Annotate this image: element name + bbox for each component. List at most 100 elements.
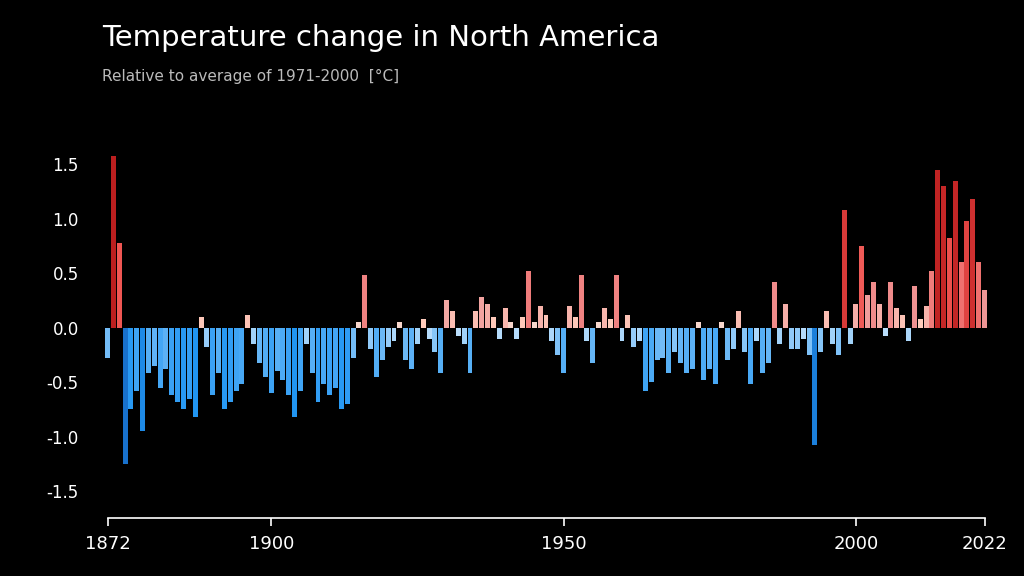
Bar bbox=[777, 328, 782, 344]
Bar bbox=[315, 328, 321, 402]
Bar bbox=[386, 328, 390, 347]
Bar bbox=[766, 328, 771, 362]
Bar bbox=[911, 286, 916, 328]
Bar bbox=[801, 328, 806, 339]
Bar bbox=[409, 328, 414, 369]
Bar bbox=[941, 186, 946, 328]
Bar bbox=[965, 221, 970, 328]
Bar bbox=[549, 328, 554, 341]
Bar bbox=[976, 262, 981, 328]
Bar bbox=[848, 328, 853, 344]
Bar bbox=[958, 262, 964, 328]
Bar bbox=[128, 328, 133, 410]
Bar bbox=[274, 328, 280, 372]
Bar bbox=[462, 328, 467, 344]
Bar bbox=[233, 328, 239, 391]
Bar bbox=[626, 314, 631, 328]
Bar bbox=[134, 328, 139, 391]
Bar bbox=[865, 295, 870, 328]
Bar bbox=[971, 199, 975, 328]
Bar bbox=[251, 328, 256, 344]
Bar bbox=[222, 328, 227, 410]
Bar bbox=[268, 328, 273, 393]
Bar bbox=[362, 275, 368, 328]
Bar bbox=[859, 246, 864, 328]
Bar bbox=[613, 275, 618, 328]
Bar bbox=[227, 328, 232, 402]
Bar bbox=[701, 328, 707, 380]
Bar bbox=[473, 312, 478, 328]
Bar bbox=[883, 328, 888, 336]
Bar bbox=[585, 328, 590, 341]
Bar bbox=[339, 328, 344, 410]
Bar bbox=[824, 312, 829, 328]
Bar bbox=[935, 170, 940, 328]
Bar bbox=[169, 328, 174, 395]
Bar bbox=[760, 328, 765, 373]
Bar bbox=[514, 328, 519, 339]
Bar bbox=[333, 328, 338, 388]
Bar bbox=[713, 328, 718, 384]
Bar bbox=[468, 328, 472, 373]
Bar bbox=[952, 181, 957, 328]
Bar bbox=[146, 328, 151, 373]
Bar bbox=[391, 328, 396, 341]
Bar bbox=[181, 328, 186, 410]
Bar bbox=[374, 328, 379, 377]
Bar bbox=[807, 328, 812, 355]
Bar bbox=[479, 297, 484, 328]
Bar bbox=[158, 328, 163, 388]
Bar bbox=[918, 319, 923, 328]
Bar bbox=[754, 328, 759, 341]
Bar bbox=[672, 328, 677, 352]
Bar bbox=[485, 304, 490, 328]
Bar bbox=[842, 210, 847, 328]
Bar bbox=[853, 304, 858, 328]
Bar bbox=[526, 271, 531, 328]
Bar bbox=[812, 328, 817, 445]
Bar bbox=[818, 328, 823, 352]
Bar bbox=[924, 306, 929, 328]
Bar bbox=[438, 328, 443, 373]
Bar bbox=[199, 317, 204, 328]
Bar bbox=[538, 306, 543, 328]
Bar bbox=[240, 328, 245, 384]
Bar bbox=[579, 275, 584, 328]
Bar bbox=[427, 328, 431, 339]
Bar bbox=[719, 322, 724, 328]
Bar bbox=[889, 282, 894, 328]
Bar bbox=[520, 317, 525, 328]
Bar bbox=[356, 322, 361, 328]
Bar bbox=[345, 328, 350, 404]
Bar bbox=[509, 322, 513, 328]
Bar bbox=[900, 314, 905, 328]
Bar bbox=[830, 328, 835, 344]
Bar bbox=[368, 328, 373, 350]
Bar bbox=[503, 308, 508, 328]
Bar bbox=[771, 282, 776, 328]
Bar bbox=[246, 314, 250, 328]
Bar bbox=[490, 317, 496, 328]
Bar bbox=[947, 238, 952, 328]
Bar bbox=[105, 328, 110, 358]
Bar bbox=[205, 328, 209, 347]
Bar bbox=[216, 328, 221, 373]
Bar bbox=[403, 328, 409, 361]
Bar bbox=[736, 312, 741, 328]
Bar bbox=[287, 328, 291, 395]
Bar bbox=[292, 328, 297, 417]
Bar bbox=[795, 328, 800, 350]
Bar bbox=[555, 328, 560, 355]
Bar bbox=[678, 328, 683, 362]
Bar bbox=[608, 319, 612, 328]
Bar bbox=[894, 308, 899, 328]
Bar bbox=[742, 328, 748, 352]
Bar bbox=[263, 328, 268, 377]
Bar bbox=[531, 322, 537, 328]
Text: Temperature change in North America: Temperature change in North America bbox=[102, 24, 659, 52]
Bar bbox=[415, 328, 420, 344]
Bar bbox=[164, 328, 169, 369]
Bar bbox=[309, 328, 314, 373]
Bar bbox=[572, 317, 578, 328]
Bar bbox=[140, 328, 145, 431]
